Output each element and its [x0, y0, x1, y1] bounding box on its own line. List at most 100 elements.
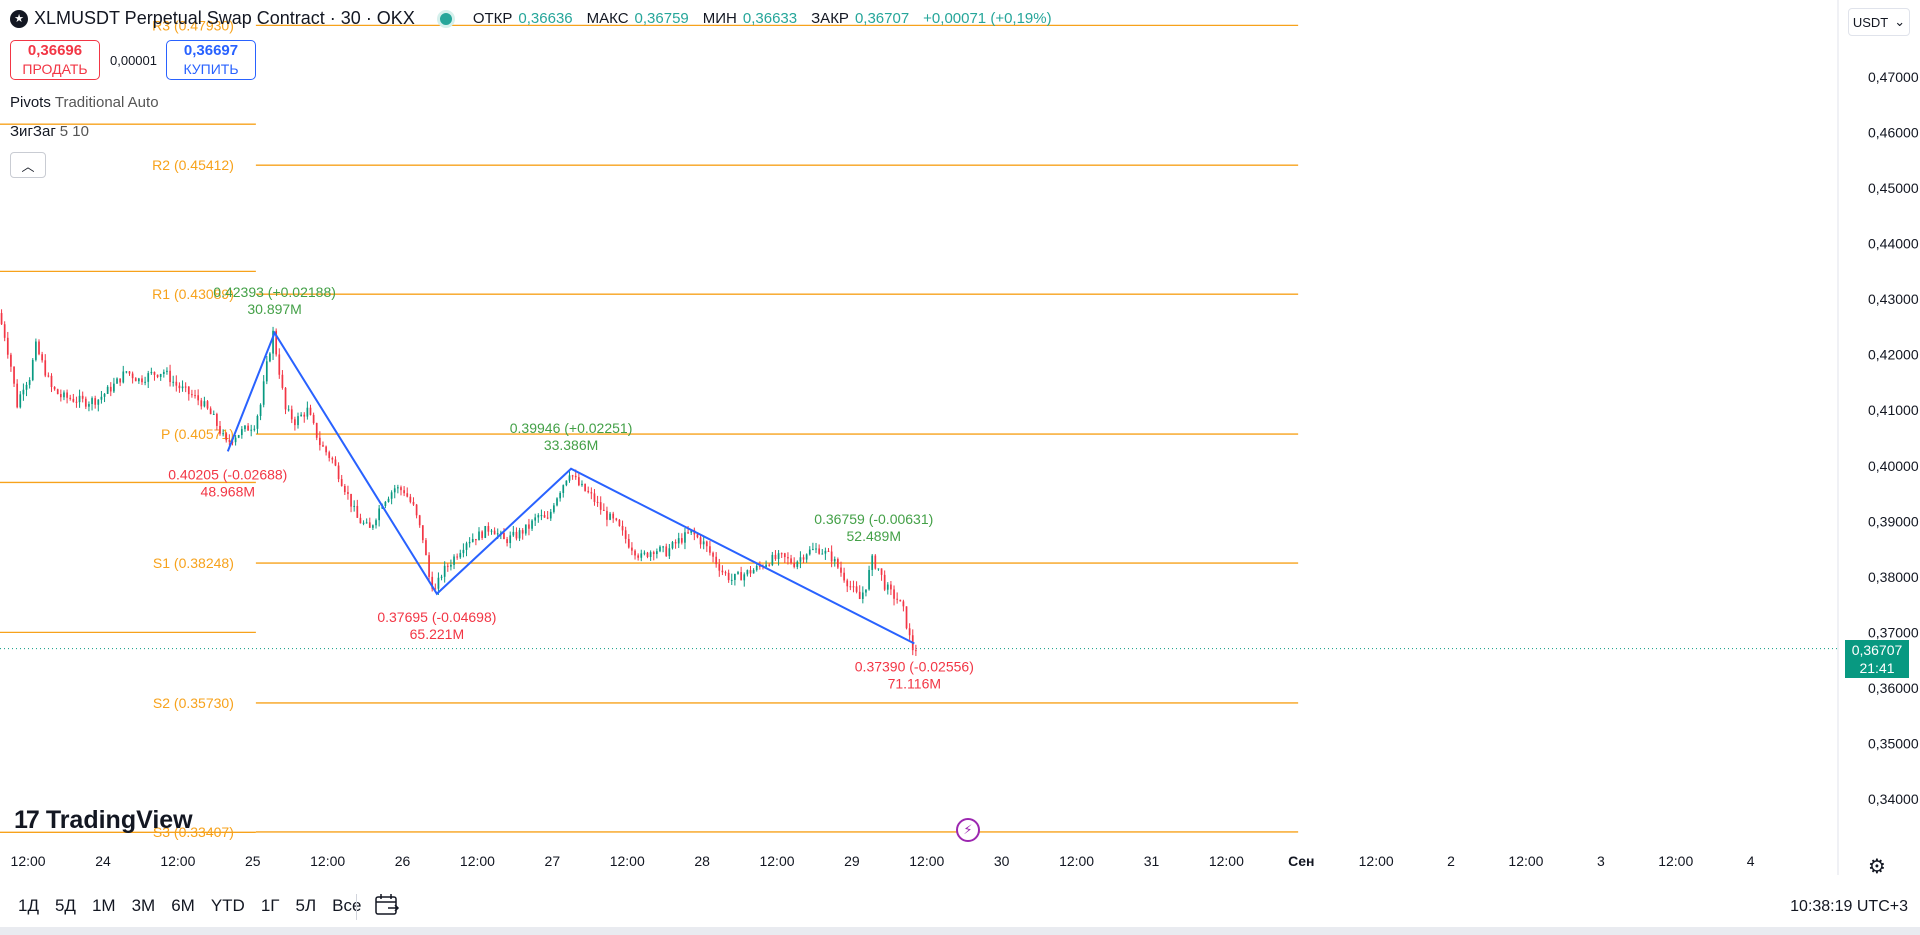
- candle-body: [509, 535, 512, 544]
- clock-readout[interactable]: 10:38:19 UTC+3: [1790, 898, 1908, 915]
- candle-body: [649, 552, 652, 558]
- candle-body: [674, 542, 677, 544]
- candle-body: [56, 389, 59, 395]
- candle-body: [300, 414, 302, 417]
- candle-body: [593, 493, 596, 502]
- candle-body: [908, 628, 911, 636]
- candle-body: [106, 386, 109, 394]
- y-tick-label: 0,43000: [1868, 291, 1919, 307]
- candle-body: [840, 567, 842, 573]
- candle-body: [493, 530, 496, 535]
- range-6m[interactable]: 6М: [171, 896, 195, 915]
- spread-value: 0,00001: [110, 52, 157, 68]
- candle-body: [194, 395, 196, 397]
- range-ytd[interactable]: YTD: [210, 896, 245, 915]
- x-tick-label: 12:00: [1359, 853, 1394, 869]
- last-price-value: 0,36707: [1851, 642, 1903, 658]
- candle-body: [656, 551, 658, 555]
- open-label: ОТКР: [472, 10, 513, 27]
- candle-body: [487, 526, 490, 532]
- close-label: ЗАКР: [811, 10, 849, 27]
- collapse-legend-button[interactable]: ︿: [10, 152, 46, 178]
- range-5d[interactable]: 5Д: [54, 896, 76, 915]
- candle-body: [53, 386, 56, 390]
- range-all[interactable]: Все: [332, 896, 362, 915]
- candle-body: [347, 492, 349, 494]
- candle-body: [415, 504, 418, 516]
- candle-body: [734, 573, 736, 580]
- range-1d[interactable]: 1Д: [18, 896, 39, 915]
- candle-body: [203, 401, 206, 407]
- symbol-title[interactable]: XLMUSDT Perpetual Swap Contract · 30 · O…: [34, 8, 415, 28]
- range-1y[interactable]: 1Г: [260, 896, 280, 915]
- low-label: МИН: [702, 10, 737, 27]
- indicator-pivots[interactable]: Pivots Traditional Auto: [10, 94, 159, 111]
- candle-body: [63, 392, 65, 398]
- lightning-icon[interactable]: ⚡: [956, 818, 980, 842]
- zigzag-price-label: 0.37695 (-0.04698): [377, 609, 496, 625]
- candle-body: [437, 577, 440, 589]
- market-status-dot[interactable]: [436, 9, 455, 28]
- candle-body: [571, 475, 574, 477]
- candle-body: [400, 487, 402, 491]
- candle-body: [247, 425, 249, 431]
- calendar-icon[interactable]: [374, 893, 400, 917]
- candle-body: [727, 572, 730, 581]
- candle-body: [222, 433, 224, 435]
- candle-body: [315, 423, 318, 438]
- candle-body: [253, 428, 256, 430]
- candle-body: [537, 515, 540, 518]
- candle-body: [406, 493, 409, 497]
- candle-body: [459, 553, 462, 558]
- candle-body: [322, 445, 324, 447]
- candle-body: [899, 599, 902, 602]
- candle-body: [787, 557, 789, 559]
- zigzag-price-label: 0.42393 (+0.02188): [213, 284, 336, 300]
- x-tick-label: Сен: [1288, 853, 1314, 869]
- candle-body: [531, 520, 533, 529]
- candle-body: [749, 570, 752, 574]
- candle-body: [637, 555, 640, 558]
- indicator-zigzag[interactable]: ЗигЗаг 5 10: [10, 123, 89, 140]
- candle-body: [621, 525, 624, 531]
- candle-body: [646, 552, 649, 558]
- x-tick-label: 28: [694, 853, 710, 869]
- candle-body: [228, 440, 231, 442]
- chart-canvas[interactable]: 0,34000 0,35000 0,36000 0,37000 0,38000 0,390…: [0, 0, 1920, 880]
- sell-button[interactable]: 0,36696 ПРОДАТЬ: [10, 40, 100, 80]
- currency-select[interactable]: USDT ⌄: [1848, 8, 1910, 36]
- candle-body: [808, 549, 811, 555]
- candle-body: [290, 409, 293, 420]
- candle-body: [886, 584, 889, 590]
- candle-body: [356, 505, 359, 518]
- y-tick-label: 0,40000: [1868, 458, 1919, 474]
- candle-body: [41, 354, 43, 361]
- candle-body: [412, 501, 415, 505]
- candle-body: [677, 538, 680, 544]
- tradingview-logo[interactable]: 17 TradingView: [14, 806, 193, 835]
- buy-button[interactable]: 0,36697 КУПИТЬ: [166, 40, 256, 80]
- range-5y[interactable]: 5Л: [295, 896, 317, 915]
- candle-body: [250, 429, 253, 431]
- candle-body: [721, 570, 724, 573]
- candle-body: [640, 553, 643, 558]
- chevron-down-icon: ⌄: [1894, 14, 1906, 29]
- candle-body: [802, 557, 805, 560]
- candle-body: [562, 485, 565, 493]
- range-1m[interactable]: 1М: [91, 896, 116, 915]
- last-price-tag: 0,36707 21:41: [1845, 640, 1909, 678]
- candle-body: [793, 563, 796, 567]
- candle-body: [737, 572, 739, 574]
- candle-body: [546, 517, 549, 519]
- x-tick-label: 26: [395, 853, 411, 869]
- candle-body: [843, 572, 845, 581]
- candle-body: [837, 559, 839, 568]
- range-3m[interactable]: 3М: [131, 896, 156, 915]
- candle-body: [397, 487, 399, 489]
- candle-body: [22, 389, 25, 395]
- gear-icon[interactable]: ⚙: [1868, 856, 1886, 878]
- candle-body: [668, 548, 671, 557]
- candle-body: [783, 553, 786, 558]
- candle-body: [818, 548, 821, 554]
- candle-body: [262, 381, 265, 405]
